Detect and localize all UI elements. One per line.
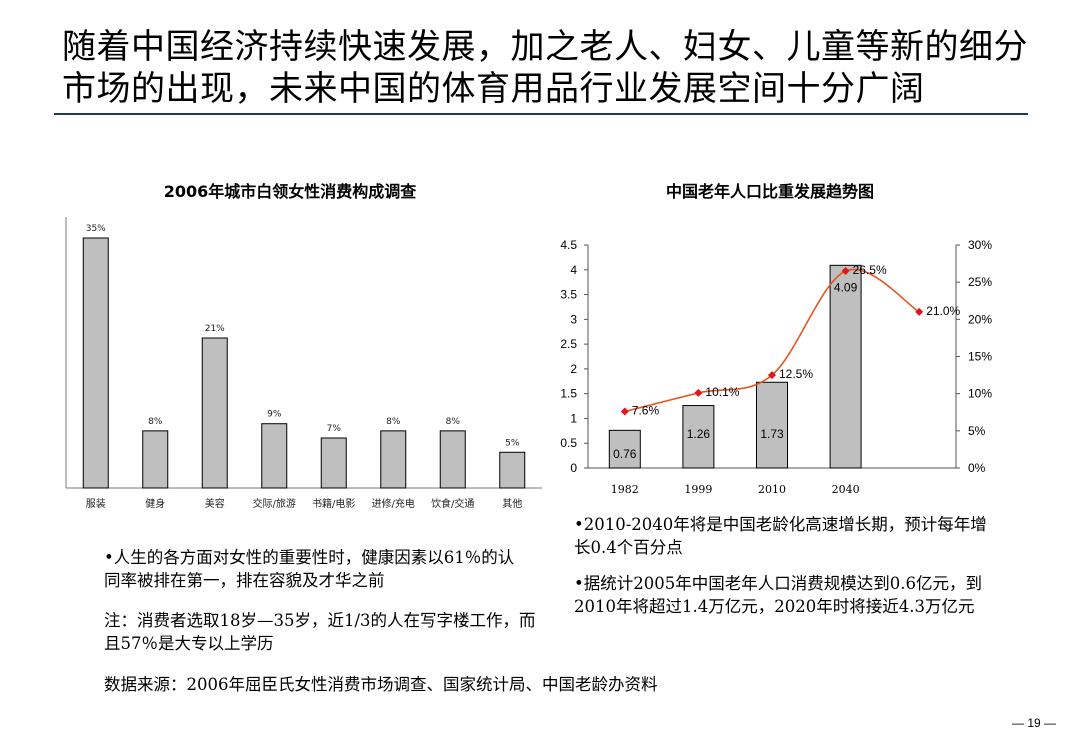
right-chart-bar-label: 4.09 <box>834 280 858 294</box>
left-chart-category-label: 饮食/交通 <box>431 497 474 510</box>
left-chart-value-label: 8% <box>148 417 163 427</box>
right-chart-left-tick-label: 4.5 <box>560 238 577 252</box>
right-chart-line-label: 12.5% <box>779 367 813 381</box>
right-chart-right-tick-label: 15% <box>968 350 992 364</box>
right-chart-line-marker <box>841 267 850 276</box>
left-chart-value-label: 8% <box>386 417 401 427</box>
right-chart-trend-line <box>624 268 920 413</box>
left-chart-value-label: 8% <box>446 417 461 427</box>
right-chart-bar <box>682 405 715 469</box>
right-chart-bar <box>829 264 862 469</box>
right-chart-category-label: 2040 <box>832 483 860 496</box>
left-chart-category-label: 书籍/电影 <box>312 497 355 510</box>
right-chart-left-tick-label: 3 <box>570 312 577 326</box>
left-chart-bar <box>380 430 407 489</box>
right-chart-left-tick-label: 4 <box>570 263 577 277</box>
right-chart-line-label: 21.0% <box>926 304 960 318</box>
right-chart-line-marker <box>694 388 703 397</box>
left-chart-value-label: 7% <box>327 424 342 434</box>
right-chart-line-marker <box>620 407 629 416</box>
left-chart-category-label: 美容 <box>205 497 225 510</box>
left-chart-bar <box>82 237 109 489</box>
left-chart-bar <box>142 430 169 489</box>
right-chart-bar <box>608 429 641 469</box>
right-chart-right-tick-label: 10% <box>968 387 992 401</box>
right-chart-title: 中国老年人口比重发展趋势图 <box>665 182 874 201</box>
right-chart-bar-label: 1.26 <box>687 427 711 441</box>
right-chart-line-label: 10.1% <box>705 385 739 399</box>
left-chart-bar <box>320 437 347 489</box>
right-chart-line-label: 26.5% <box>853 263 887 277</box>
left-note: 注：消费者选取18岁—35岁，近1/3的人在写字楼工作，而且57％是大专以上学历 <box>104 611 536 653</box>
right-chart-bar <box>756 381 788 469</box>
right-chart-left-tick-label: 3.5 <box>560 288 577 302</box>
left-chart-bar <box>201 337 228 489</box>
right-chart-category-label: 1982 <box>611 483 639 496</box>
right-chart-right-tick-label: 30% <box>968 238 992 252</box>
right-chart: 0 0.5 1 1.5 2 2.5 3 3.5 4 4.5 0% 5% 10% 15% 20% 25% 30% 0… <box>560 238 992 496</box>
slide-title-line2: 市场的出现，未来中国的体育用品行业发展空间十分广阔 <box>62 69 925 109</box>
left-chart: 35% 服装 8% 健身 21% 美容 9% 交际/旅游 7% 书籍/电影 8% 进修/充电 8% 饮食/… <box>65 217 542 510</box>
right-chart-category-label: 1999 <box>684 483 712 496</box>
left-chart-category-label: 服装 <box>86 497 106 510</box>
slide-title-line1: 随着中国经济持续快速发展，加之老人、妇女、儿童等新的细分 <box>62 27 1028 67</box>
left-chart-value-label: 35% <box>86 224 106 234</box>
right-chart-right-tick-label: 20% <box>968 312 992 326</box>
slide-title: 随着中国经济持续快速发展，加之老人、妇女、儿童等新的细分 市场的出现，未来中国的… <box>62 26 1042 110</box>
right-chart-right-tick-label: 5% <box>968 424 986 438</box>
right-bullet-2: •据统计2005年中国老年人口消费规模达到0.6亿元，到2010年将超过1.4万… <box>574 574 982 616</box>
left-bullet: •人生的各方面对女性的重要性时，健康因素以61％的认同率被排在第一，排在容貌及才… <box>104 548 515 590</box>
title-divider <box>54 113 1028 115</box>
right-chart-right-tick-label: 25% <box>968 275 992 289</box>
right-chart-category-label: 2010 <box>758 483 786 496</box>
left-chart-category-label: 健身 <box>145 497 165 510</box>
left-chart-bar <box>439 430 466 489</box>
right-chart-left-tick-label: 1 <box>570 411 577 425</box>
left-chart-category-label: 交际/旅游 <box>253 497 296 510</box>
left-chart-value-label: 5% <box>505 438 520 448</box>
left-chart-bar <box>261 423 288 489</box>
left-chart-value-label: 21% <box>205 324 225 334</box>
right-chart-left-tick-label: 1.5 <box>560 387 577 401</box>
right-chart-bar-label: 1.73 <box>760 427 784 441</box>
right-chart-left-tick-label: 2.5 <box>560 337 577 351</box>
right-chart-bar-label: 0.76 <box>613 447 637 461</box>
right-chart-left-tick-label: 2 <box>570 362 577 376</box>
left-chart-category-label: 进修/充电 <box>372 497 415 510</box>
right-bullet-1: •2010-2040年将是中国老龄化高速增长期，预计每年增长0.4个百分点 <box>574 515 987 557</box>
left-chart-bar <box>499 451 526 489</box>
data-source: 数据来源：2006年屈臣氏女性消费市场调查、国家统计局、中国老龄办资料 <box>104 675 658 694</box>
left-chart-category-label: 其他 <box>502 497 522 510</box>
right-chart-left-tick-label: 0 <box>570 461 577 475</box>
right-chart-line-marker <box>915 307 924 316</box>
right-chart-line-marker <box>768 371 776 380</box>
page-number: — 19 — <box>1011 716 1056 730</box>
right-chart-right-tick-label: 0% <box>968 461 986 475</box>
left-chart-value-label: 9% <box>267 410 282 420</box>
right-chart-left-tick-label: 0.5 <box>560 436 577 450</box>
right-chart-line-label: 7.6% <box>632 404 660 418</box>
left-chart-title: 2006年城市白领女性消费构成调查 <box>163 182 417 201</box>
